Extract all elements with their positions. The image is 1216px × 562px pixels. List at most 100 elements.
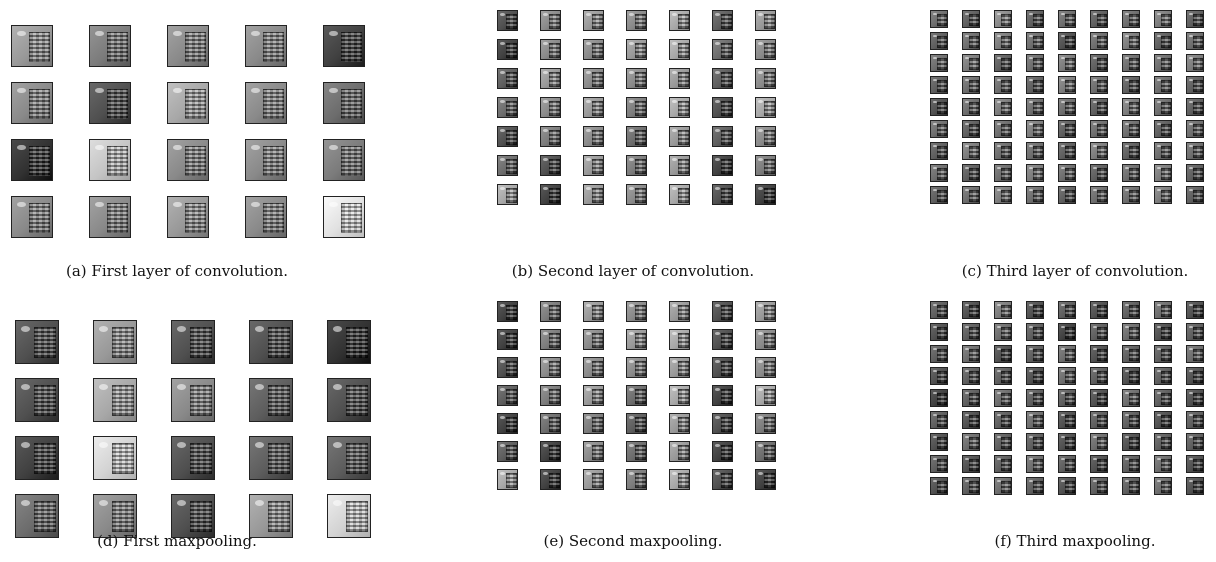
feature-map-tile xyxy=(583,441,604,462)
feature-map-tile xyxy=(712,184,733,205)
feature-map-tile xyxy=(626,469,647,490)
feature-map-tile xyxy=(755,97,776,118)
feature-map-tile xyxy=(755,385,776,406)
feature-map-tile xyxy=(1026,477,1044,495)
feature-map-tile xyxy=(1058,323,1076,341)
feature-map-tile xyxy=(669,413,690,434)
feature-map-tile xyxy=(1122,389,1140,407)
feature-map-tile xyxy=(1090,10,1108,28)
feature-map-tile xyxy=(1154,54,1172,72)
feature-map-tile xyxy=(1026,455,1044,473)
feature-map-tile xyxy=(11,82,53,124)
feature-map-tile xyxy=(1026,142,1044,160)
feature-map-grid-f xyxy=(930,301,1204,495)
feature-map-tile xyxy=(930,411,948,429)
feature-map-tile xyxy=(540,97,561,118)
feature-map-tile xyxy=(1154,433,1172,451)
feature-map-tile xyxy=(994,433,1012,451)
feature-map-tile xyxy=(323,139,365,181)
feature-map-tile xyxy=(962,76,980,94)
feature-map-tile xyxy=(1186,32,1204,50)
feature-map-tile xyxy=(1154,301,1172,319)
feature-map-tile xyxy=(1058,433,1076,451)
feature-map-tile xyxy=(327,494,371,538)
feature-map-tile xyxy=(245,139,287,181)
feature-map-tile xyxy=(93,378,137,422)
feature-map-tile xyxy=(930,345,948,363)
feature-map-tile xyxy=(755,301,776,322)
feature-map-tile xyxy=(1090,142,1108,160)
feature-map-tile xyxy=(755,68,776,89)
feature-map-tile xyxy=(11,196,53,238)
feature-map-tile xyxy=(1090,323,1108,341)
feature-map-tile xyxy=(930,32,948,50)
feature-map-tile xyxy=(540,39,561,60)
feature-map-tile xyxy=(669,126,690,147)
feature-map-tile xyxy=(1026,186,1044,204)
feature-map-tile xyxy=(11,25,53,67)
feature-map-tile xyxy=(15,494,59,538)
feature-map-tile xyxy=(669,184,690,205)
feature-map-tile xyxy=(1026,433,1044,451)
feature-map-tile xyxy=(1154,367,1172,385)
feature-map-tile xyxy=(540,469,561,490)
feature-map-tile xyxy=(712,385,733,406)
feature-map-tile xyxy=(962,301,980,319)
feature-map-tile xyxy=(1122,323,1140,341)
feature-map-tile xyxy=(249,436,293,480)
feature-map-tile xyxy=(962,455,980,473)
feature-map-tile xyxy=(11,139,53,181)
feature-map-tile xyxy=(1026,76,1044,94)
feature-map-tile xyxy=(626,441,647,462)
feature-map-tile xyxy=(994,411,1012,429)
feature-map-tile xyxy=(540,184,561,205)
feature-map-tile xyxy=(930,186,948,204)
feature-map-tile xyxy=(626,329,647,350)
feature-map-tile xyxy=(1154,455,1172,473)
feature-map-tile xyxy=(93,436,137,480)
feature-map-tile xyxy=(1058,389,1076,407)
feature-map-tile xyxy=(1122,301,1140,319)
feature-map-tile xyxy=(712,413,733,434)
feature-map-tile xyxy=(583,329,604,350)
feature-map-tile xyxy=(930,76,948,94)
feature-map-grid-a xyxy=(11,25,365,238)
feature-map-tile xyxy=(540,357,561,378)
feature-map-tile xyxy=(626,68,647,89)
feature-map-tile xyxy=(626,39,647,60)
feature-map-tile xyxy=(1186,164,1204,182)
feature-map-tile xyxy=(540,126,561,147)
feature-map-tile xyxy=(930,433,948,451)
feature-map-tile xyxy=(540,10,561,31)
feature-map-tile xyxy=(994,345,1012,363)
feature-map-tile xyxy=(1026,98,1044,116)
feature-map-tile xyxy=(755,39,776,60)
feature-map-tile xyxy=(712,39,733,60)
feature-map-tile xyxy=(1186,76,1204,94)
feature-map-tile xyxy=(994,367,1012,385)
feature-map-tile xyxy=(583,357,604,378)
feature-map-tile xyxy=(1026,32,1044,50)
feature-map-tile xyxy=(1058,455,1076,473)
caption-d: (d) First maxpooling. xyxy=(97,532,257,550)
caption-f: (f) Third maxpooling. xyxy=(994,532,1156,550)
feature-map-tile xyxy=(540,413,561,434)
feature-map-tile xyxy=(1186,323,1204,341)
feature-map-tile xyxy=(583,68,604,89)
feature-map-tile xyxy=(1154,32,1172,50)
feature-map-tile xyxy=(1154,477,1172,495)
feature-map-tile xyxy=(994,32,1012,50)
feature-map-tile xyxy=(583,301,604,322)
feature-map-tile xyxy=(1186,367,1204,385)
feature-map-tile xyxy=(712,469,733,490)
feature-map-tile xyxy=(540,68,561,89)
feature-map-tile xyxy=(540,441,561,462)
feature-map-tile xyxy=(994,54,1012,72)
feature-map-tile xyxy=(1026,389,1044,407)
feature-map-tile xyxy=(1154,120,1172,138)
feature-map-tile xyxy=(497,301,518,322)
feature-map-tile xyxy=(962,10,980,28)
feature-map-tile xyxy=(626,184,647,205)
feature-map-tile xyxy=(1058,345,1076,363)
feature-map-tile xyxy=(1186,54,1204,72)
